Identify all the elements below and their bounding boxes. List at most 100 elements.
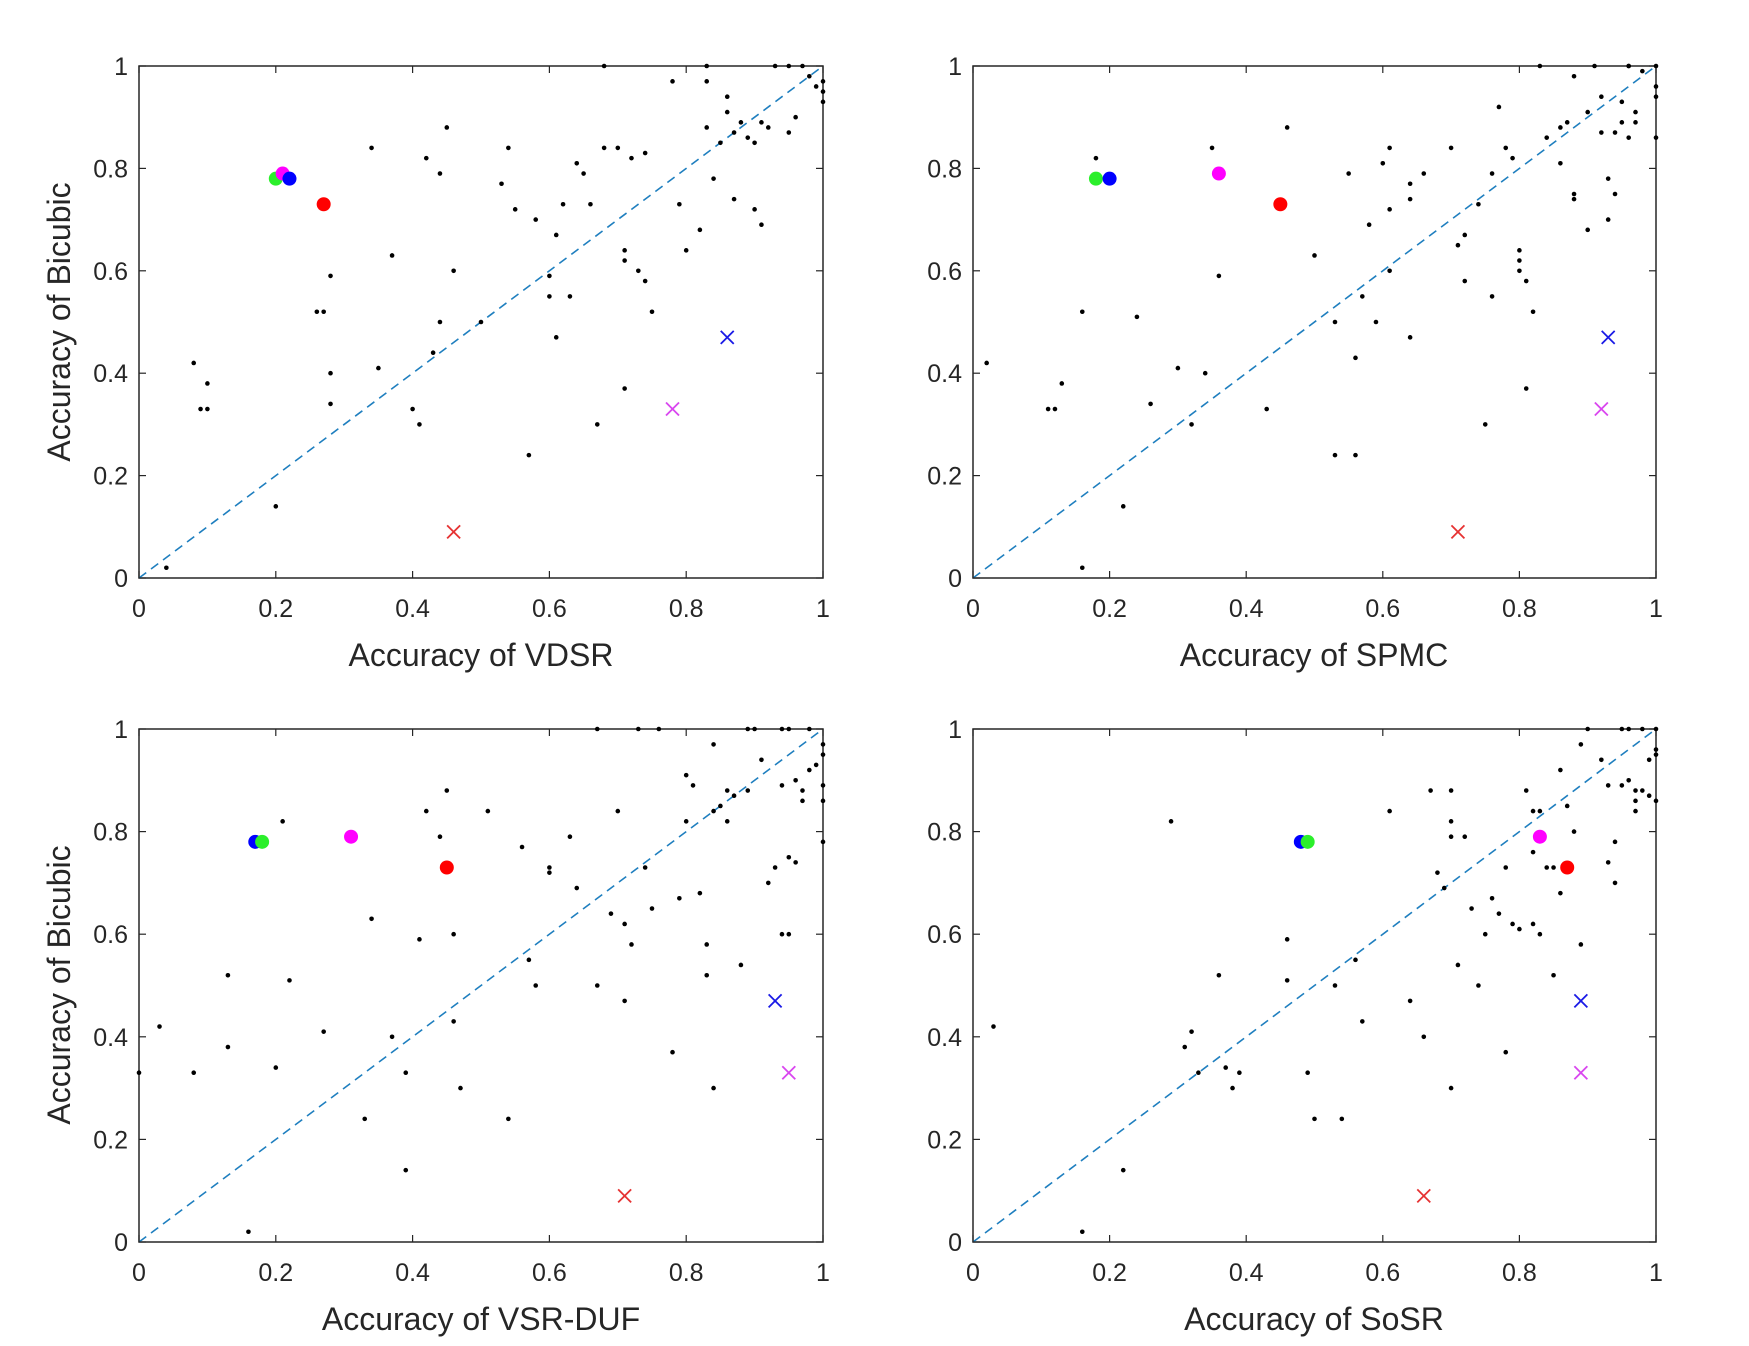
y-tick-label: 0.6: [93, 921, 128, 949]
data-point: [1079, 565, 1085, 571]
blue-cross-marker: [1573, 993, 1589, 1009]
magenta-cross-marker: [781, 1065, 796, 1080]
x-tick-label: 0.6: [532, 1259, 567, 1287]
data-point: [1530, 309, 1536, 315]
y-tick-labels: 0 0.2 0.4 0.6 0.8 1: [927, 53, 962, 593]
data-point: [1387, 145, 1392, 151]
red-circle-marker: [316, 197, 331, 212]
y-tick-label: 0: [948, 1229, 962, 1257]
data-point: [690, 783, 696, 788]
x-axis-label: Accuracy of SPMC: [1180, 637, 1449, 673]
x-tick-label: 0.4: [1229, 1259, 1264, 1287]
magenta-cross-marker: [1573, 1065, 1589, 1080]
y-tick-label: 0.8: [93, 819, 128, 847]
y-tick-marks: [973, 728, 1656, 1243]
data-point: [1564, 803, 1570, 809]
data-point: [1496, 911, 1502, 916]
data-point: [1551, 865, 1556, 870]
data-point: [1332, 452, 1338, 458]
y-tick-label: 0.8: [927, 819, 962, 847]
data-point: [1530, 849, 1536, 855]
data-point: [136, 1070, 142, 1076]
data-point: [1353, 957, 1358, 963]
data-point: [711, 1085, 716, 1091]
data-point: [711, 176, 716, 181]
data-point: [1332, 319, 1338, 325]
data-point: [1517, 268, 1522, 274]
data-point: [547, 865, 552, 870]
data-point: [820, 742, 826, 747]
data-point: [649, 309, 655, 315]
data-point: [629, 155, 634, 161]
data-point: [410, 406, 415, 412]
data-point: [820, 99, 826, 105]
data-point: [328, 401, 333, 407]
data-point: [629, 942, 634, 947]
x-tick-label: 0.2: [258, 1259, 293, 1287]
data-point: [1558, 125, 1563, 130]
cross-stroke: [767, 993, 783, 1009]
data-point: [1605, 217, 1611, 222]
data-point: [594, 726, 600, 732]
data-point: [403, 1070, 409, 1076]
data-point: [369, 145, 374, 151]
data-point: [1366, 222, 1372, 228]
data-point: [1189, 1029, 1194, 1034]
data-point: [704, 942, 710, 947]
green-circle-marker: [1088, 171, 1103, 186]
x-tick-label: 0.4: [1229, 595, 1264, 623]
data-point: [1482, 931, 1488, 937]
data-point: [800, 788, 805, 793]
data-point: [1489, 171, 1495, 176]
data-point: [1640, 68, 1645, 74]
data-point: [553, 232, 559, 238]
data-point: [1079, 1229, 1085, 1235]
data-point: [820, 79, 826, 84]
data-point: [1489, 895, 1495, 901]
data-point: [820, 752, 826, 757]
y-tick-labels: 0 0.2 0.4 0.6 0.8 1: [927, 716, 962, 1257]
data-point: [1476, 983, 1481, 988]
data-point: [1517, 258, 1522, 263]
magenta-circle-marker: [344, 829, 359, 844]
data-point: [670, 79, 675, 84]
data-point: [417, 422, 422, 427]
data-point: [547, 294, 552, 299]
data-point: [1448, 819, 1454, 824]
y-tick-label: 0.8: [93, 155, 128, 183]
data-point: [1633, 109, 1638, 115]
data-point: [615, 808, 621, 814]
y-tick-label: 1: [114, 716, 128, 744]
data-point: [1517, 926, 1522, 932]
data-point: [1469, 906, 1474, 911]
data-point: [1585, 109, 1590, 115]
data-point: [1564, 120, 1570, 125]
data-point: [1619, 120, 1625, 125]
data-point: [1626, 726, 1631, 732]
data-point: [1182, 1044, 1188, 1050]
data-point: [1619, 726, 1625, 732]
data-point: [389, 253, 395, 258]
panel-spmc: 0 0.2 0.4 0.6 0.8 1 0 0.2 0.4 0.6 0.8 1 …: [927, 53, 1663, 673]
diagonal-reference-line: [972, 65, 1657, 579]
data-point: [704, 63, 710, 69]
data-point: [636, 726, 641, 732]
data-point: [1517, 248, 1522, 253]
data-point: [622, 258, 627, 263]
y-tick-label: 1: [948, 53, 962, 81]
data-point: [786, 854, 792, 860]
data-point: [1619, 783, 1625, 788]
data-point: [711, 742, 716, 747]
data-point: [1523, 278, 1529, 284]
data-point: [622, 921, 627, 927]
y-tick-labels: 0 0.2 0.4 0.6 0.8 1: [93, 53, 128, 593]
data-point: [581, 171, 586, 176]
data-point: [1633, 798, 1638, 804]
data-point: [745, 135, 751, 140]
x-tick-labels: 0 0.2 0.4 0.6 0.8 1: [132, 595, 830, 623]
data-points: [991, 726, 1659, 1235]
data-point: [1489, 294, 1495, 299]
data-point: [574, 160, 580, 166]
y-tick-label: 0.2: [93, 1126, 128, 1154]
